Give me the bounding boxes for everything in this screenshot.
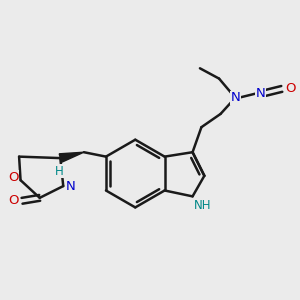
Text: NH: NH <box>194 199 211 212</box>
Text: O: O <box>8 194 19 207</box>
Text: O: O <box>8 171 19 184</box>
Text: N: N <box>255 87 265 100</box>
Text: N: N <box>66 180 76 193</box>
Text: N: N <box>230 91 240 104</box>
Text: O: O <box>285 82 296 95</box>
Text: H: H <box>55 165 63 178</box>
Polygon shape <box>59 152 84 162</box>
